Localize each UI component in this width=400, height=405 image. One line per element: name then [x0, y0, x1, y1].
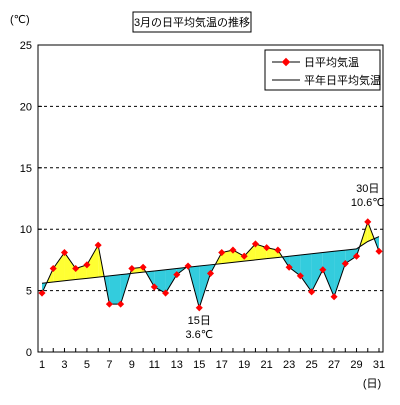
x-tick-label: 5	[84, 359, 90, 371]
y-tick-label: 20	[20, 101, 32, 113]
plot-area	[38, 45, 383, 352]
x-tick-label: 15	[193, 359, 205, 371]
x-axis-unit: (日)	[363, 378, 381, 390]
y-tick-label: 5	[26, 286, 32, 298]
x-tick-label: 21	[261, 359, 273, 371]
y-tick-label: 25	[20, 40, 32, 52]
y-axis-unit: (℃)	[10, 14, 30, 26]
annotation-day-label: 15日	[188, 315, 211, 327]
x-tick-label: 13	[171, 359, 183, 371]
x-tick-label: 11	[149, 359, 160, 371]
x-tick-label: 7	[106, 359, 112, 371]
x-tick-label: 3	[61, 359, 67, 371]
below-normal-area	[109, 275, 120, 304]
x-tick-label: 29	[350, 359, 362, 371]
y-tick-label: 15	[20, 163, 32, 175]
x-tick-label: 27	[328, 359, 340, 371]
x-tick-label: 17	[216, 359, 228, 371]
x-tick-label: 1	[39, 359, 45, 371]
y-tick-label: 0	[26, 347, 32, 359]
annotation-day-label: 30日	[356, 183, 379, 195]
y-tick-label: 10	[20, 224, 32, 236]
annotation-value-label: 10.6℃	[351, 197, 385, 209]
legend-normal-label: 平年日平均気温	[304, 73, 381, 87]
legend: 日平均気温 平年日平均気温	[265, 50, 381, 90]
chart-title: 3月の日平均気温の推移	[134, 15, 250, 29]
x-tick-label: 9	[129, 359, 135, 371]
legend-daily-label: 日平均気温	[304, 55, 359, 69]
annotation-value-label: 3.6℃	[185, 329, 213, 341]
x-tick-label: 25	[305, 359, 317, 371]
x-tick-label: 23	[283, 359, 295, 371]
x-tick-label: 19	[238, 359, 250, 371]
x-tick-label: 31	[373, 359, 385, 371]
